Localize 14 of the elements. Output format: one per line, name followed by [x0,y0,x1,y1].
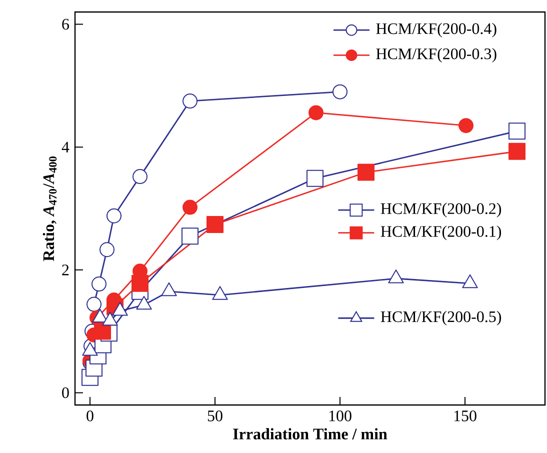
x-axis-title: Irradiation Time / min [233,428,388,440]
legend-label: HCM/KF(200-0.2) [380,202,502,218]
legend-label: HCM/KF(200-0.1) [380,226,502,240]
y-tick-label: 6 [62,18,70,30]
y-tick-label: 4 [62,142,70,152]
x-tick-label: 150 [454,410,476,422]
legend-label: HCM/KF(200-0.5) [380,310,502,326]
y-tick-label: 0 [62,387,69,398]
x-tick-label: 100 [329,410,352,422]
x-tick-label: 50 [208,410,222,422]
legend-label: HCM/KF(200-0.4) [376,22,496,38]
y-tick-label: 2 [62,264,69,276]
legend-label: HCM/KF(200-0.3) [376,48,496,62]
x-tick-label: 0 [86,410,94,422]
